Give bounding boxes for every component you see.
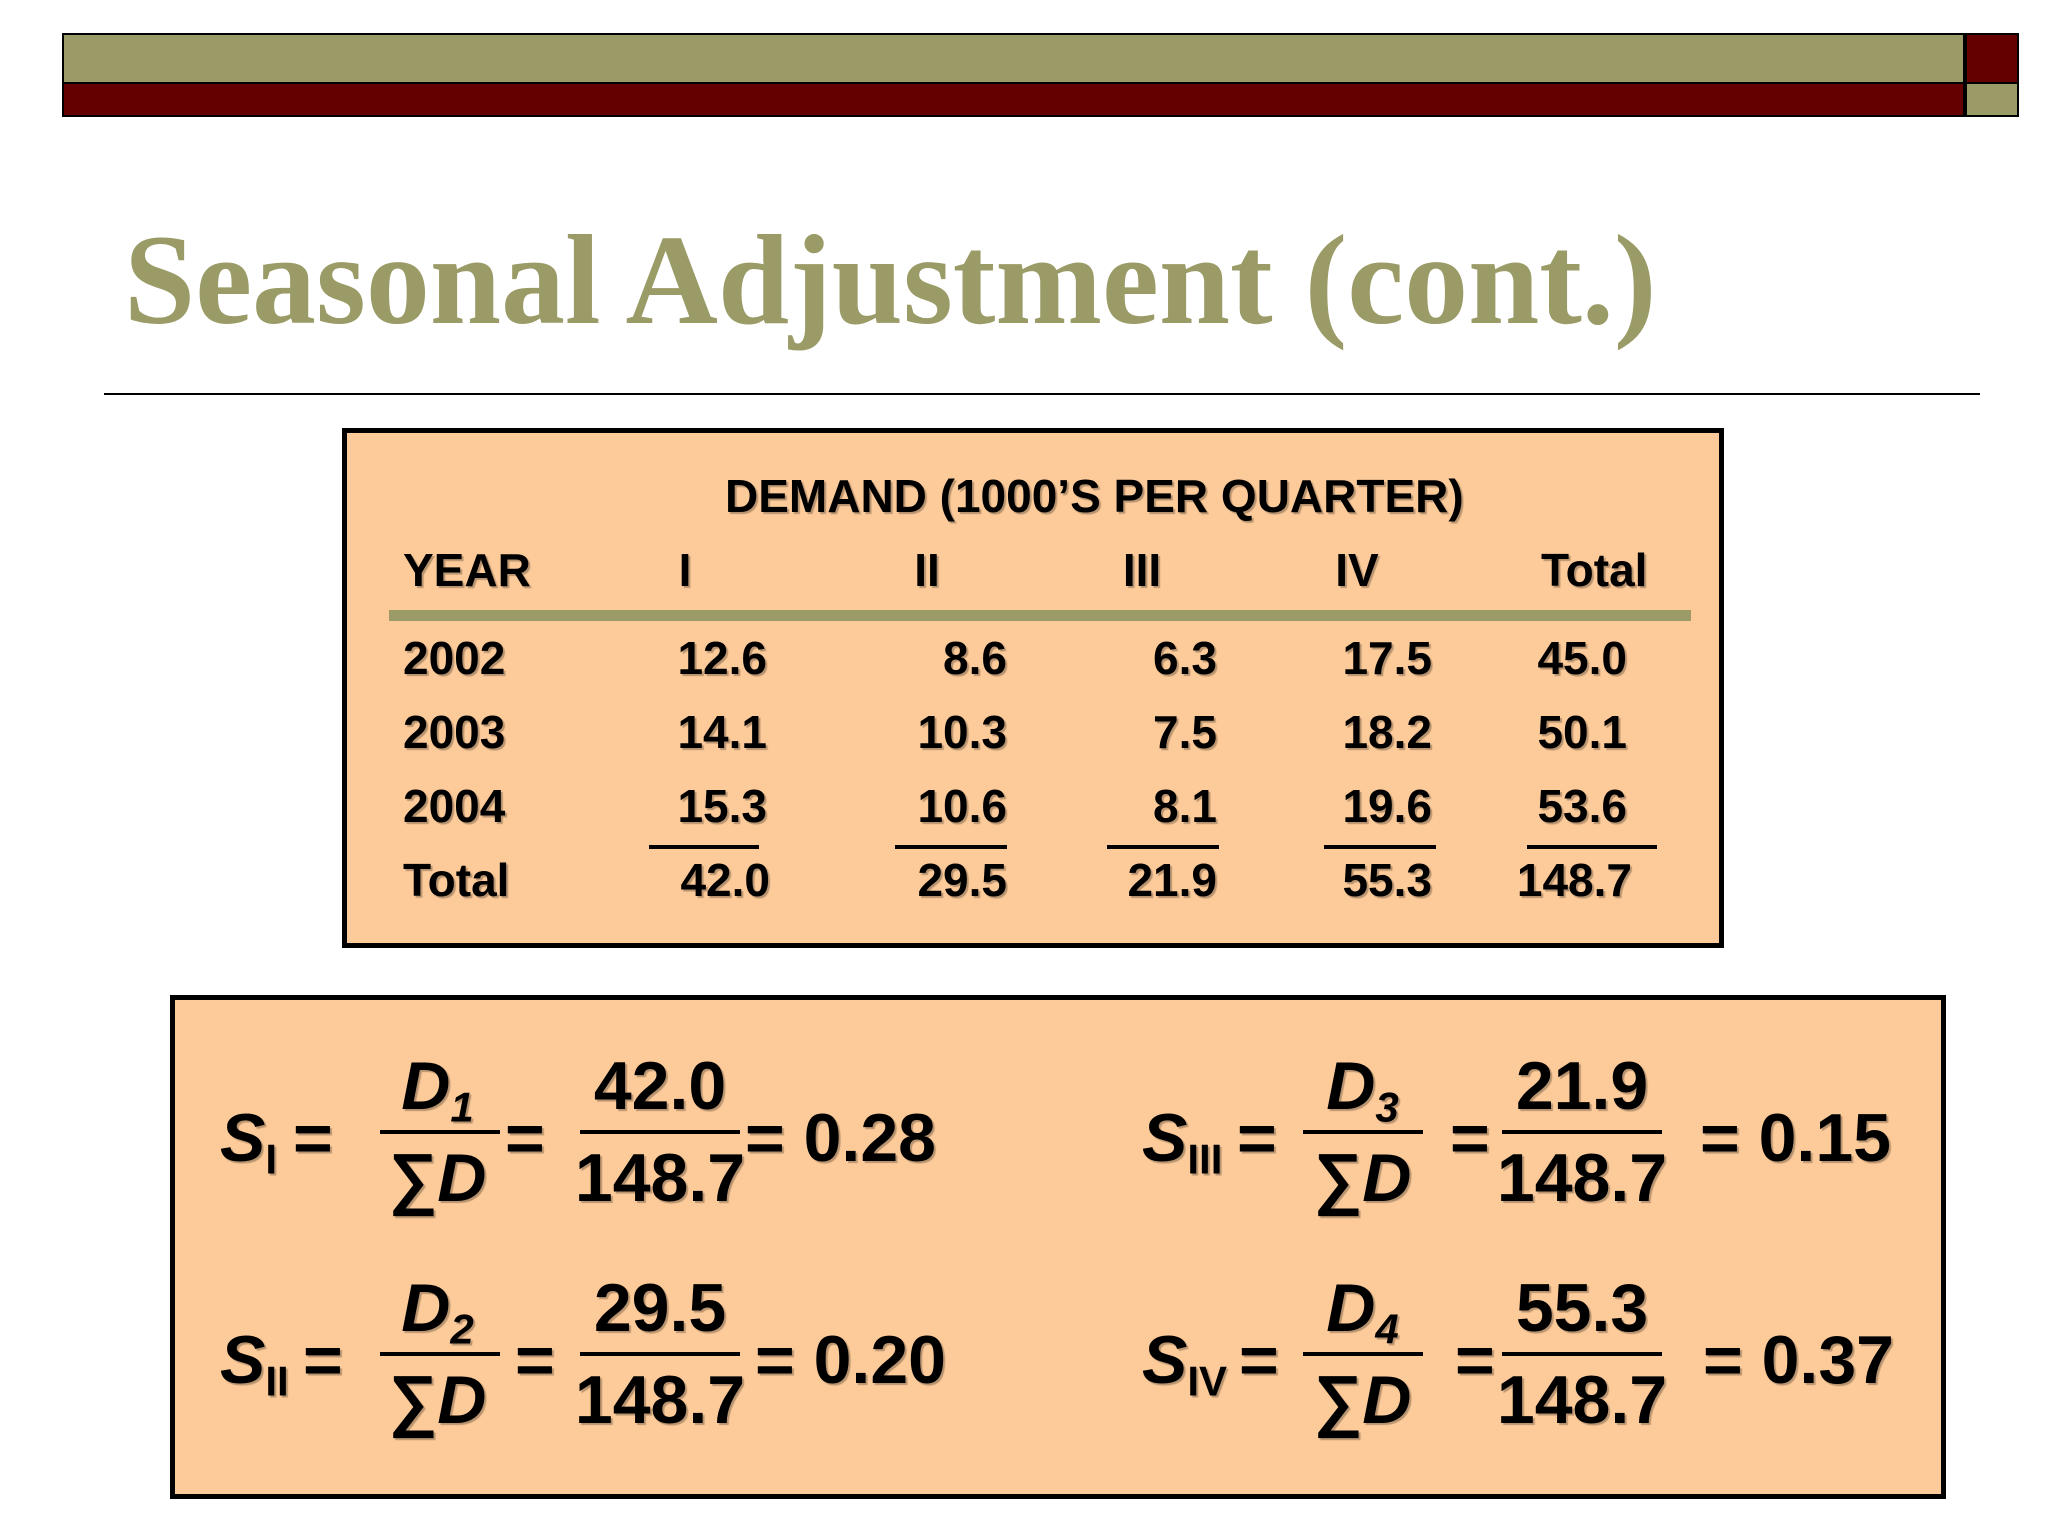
formula-result: = 0.15 [1700, 1100, 1891, 1176]
table-cell: 29.5 [917, 854, 1007, 906]
fraction-denominator: ∑D [388, 1140, 487, 1216]
table-cell: 21.9 [1127, 854, 1217, 906]
fraction-numerator: 29.5 [593, 1270, 727, 1346]
fraction-denominator: 148.7 [1496, 1140, 1668, 1216]
table-cell: 6.3 [1153, 632, 1217, 684]
header-bar-olive [62, 33, 1965, 84]
fraction-bar [380, 1352, 500, 1356]
seasonal-factor-formulas: SI = D1 ∑D = 42.0 148.7 = 0.28 SII = D2 … [170, 995, 1946, 1499]
header-q3: III [1122, 544, 1162, 596]
sum-rule [1107, 845, 1219, 849]
fraction-numerator: D3 [1326, 1048, 1399, 1131]
fraction-bar [580, 1130, 740, 1134]
row-year: 2004 [403, 780, 506, 832]
fraction-numerator: D4 [1326, 1270, 1399, 1353]
table-cell: 18.2 [1342, 706, 1432, 758]
fraction-numerator: 42.0 [593, 1048, 727, 1124]
table-cell: 42.0 [680, 854, 770, 906]
sum-rule [895, 845, 1007, 849]
header-total: Total [1541, 544, 1648, 596]
formula-lhs: SII [220, 1322, 289, 1405]
fraction-bar [580, 1352, 740, 1356]
fraction-bar [1303, 1352, 1423, 1356]
header-divider [389, 610, 1691, 621]
header-corner-maroon [1965, 33, 2019, 84]
header-q4: IV [1335, 544, 1379, 596]
table-cell: 148.7 [1516, 854, 1632, 906]
table-cell: 7.5 [1153, 706, 1217, 758]
row-year: 2003 [403, 706, 506, 758]
fraction-denominator: 148.7 [574, 1140, 746, 1216]
table-cell: 55.3 [1342, 854, 1432, 906]
table-cell: 17.5 [1342, 632, 1432, 684]
fraction-denominator: 148.7 [574, 1362, 746, 1438]
sum-rule [1324, 845, 1436, 849]
fraction-denominator: 148.7 [1496, 1362, 1668, 1438]
table-cell: 10.6 [917, 780, 1007, 832]
equals-sign: = [293, 1100, 333, 1176]
total-label: Total [403, 854, 510, 906]
table-cell: 19.6 [1342, 780, 1432, 832]
table-cell: 15.3 [677, 780, 767, 832]
formula-lhs: SI [220, 1100, 278, 1183]
formula-lhs: SIII [1142, 1100, 1223, 1183]
header-year: YEAR [403, 544, 531, 596]
equals-sign: = [505, 1100, 545, 1176]
row-year: 2002 [403, 632, 506, 684]
fraction-denominator: ∑D [1313, 1140, 1412, 1216]
formula-result: = 0.20 [755, 1322, 946, 1398]
fraction-denominator: ∑D [388, 1362, 487, 1438]
fraction-bar [1303, 1130, 1423, 1134]
slide-title: Seasonal Adjustment (cont.) [124, 209, 1657, 351]
formula-result: = 0.28 [745, 1100, 936, 1176]
fraction-denominator: ∑D [1313, 1362, 1412, 1438]
formula-result: = 0.37 [1703, 1322, 1894, 1398]
fraction-bar [380, 1130, 500, 1134]
table-cell: 14.1 [677, 706, 767, 758]
fraction-numerator: D2 [401, 1270, 474, 1353]
equals-sign: = [1239, 1322, 1279, 1398]
fraction-bar [1502, 1352, 1662, 1356]
fraction-numerator: D1 [401, 1048, 474, 1131]
equals-sign: = [1237, 1100, 1277, 1176]
title-divider [104, 393, 1980, 395]
equals-sign: = [303, 1322, 343, 1398]
table-cell: 12.6 [677, 632, 767, 684]
equals-sign: = [515, 1322, 555, 1398]
sum-rule [1527, 845, 1657, 849]
table-cell: 8.6 [943, 632, 1007, 684]
fraction-bar [1502, 1130, 1662, 1134]
header-corner-olive [1965, 84, 2019, 117]
table-cell: 8.1 [1153, 780, 1217, 832]
table-cell: 53.6 [1537, 780, 1627, 832]
header-q2: II [914, 544, 940, 596]
table-caption: DEMAND (1000’S PER QUARTER) [725, 470, 1464, 522]
table-cell: 50.1 [1537, 706, 1627, 758]
table-cell: 10.3 [917, 706, 1007, 758]
header-bar-maroon [62, 84, 1965, 117]
table-cell: 45.0 [1537, 632, 1627, 684]
formula-lhs: SIV [1142, 1322, 1228, 1405]
demand-table: DEMAND (1000’S PER QUARTER) YEAR I II II… [342, 428, 1724, 948]
equals-sign: = [1455, 1322, 1495, 1398]
fraction-numerator: 55.3 [1515, 1270, 1649, 1346]
header-q1: I [678, 544, 692, 596]
equals-sign: = [1450, 1100, 1490, 1176]
sum-rule [649, 845, 759, 849]
fraction-numerator: 21.9 [1515, 1048, 1649, 1124]
